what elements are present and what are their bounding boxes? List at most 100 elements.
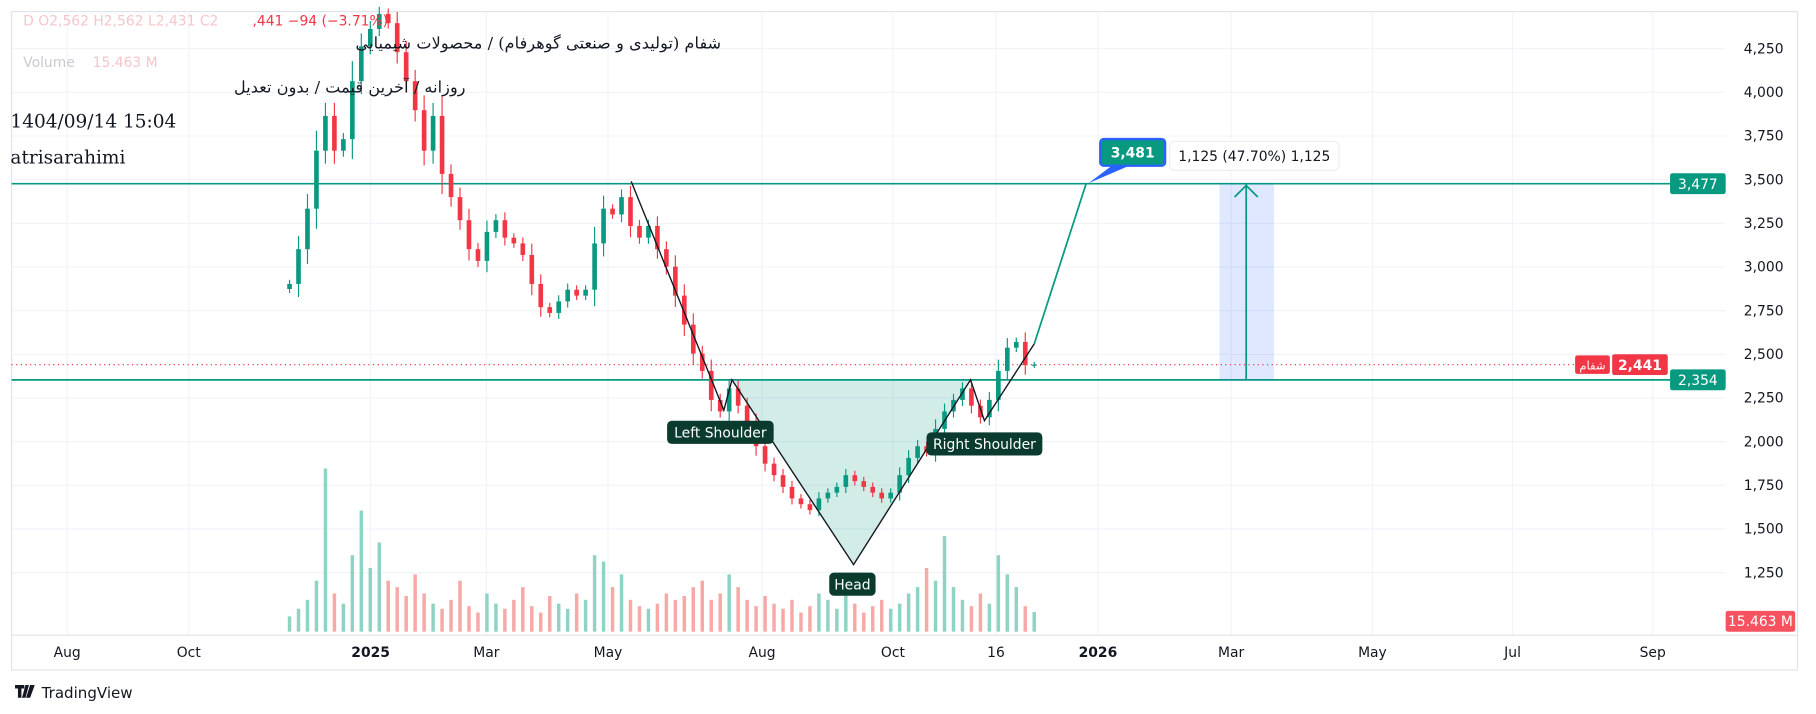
candle-body — [825, 492, 831, 499]
price-axis[interactable]: 4,250 4,000 3,750 3,500 3,250 3,000 2,750 2,500… — [1744, 41, 1784, 581]
volume-bar — [449, 599, 453, 632]
volume-bar — [691, 587, 696, 632]
price-line-label: 2,354 — [1678, 373, 1718, 389]
time-tick-label: 16 — [987, 645, 1005, 661]
volume-bar — [601, 561, 606, 632]
last-volume-badge — [1725, 610, 1796, 632]
candle-body — [744, 405, 750, 424]
volume-bar — [897, 603, 902, 632]
volume-bar — [314, 580, 319, 632]
candle-body — [699, 353, 705, 371]
candle-body — [798, 498, 804, 505]
candle-body — [682, 295, 687, 325]
volume-bar — [915, 587, 920, 632]
volume-bar — [682, 596, 687, 632]
volume-bar — [781, 608, 785, 632]
volume-bar — [718, 593, 722, 632]
candle-body — [726, 388, 732, 412]
candle-body — [592, 243, 597, 290]
head-shoulders-fill — [731, 379, 971, 565]
candle-body — [870, 486, 876, 493]
candle-body — [978, 405, 983, 418]
volume-bar — [359, 510, 364, 632]
volume-bar — [754, 606, 758, 632]
subtitle: روزانه / آخرین قیمت / بدون تعدیل — [234, 77, 466, 97]
candle-body — [493, 220, 499, 232]
price-change: ,441 −94 (−3.71%) — [252, 13, 388, 29]
volume-bar — [287, 616, 292, 632]
volume-bar — [906, 593, 911, 632]
head-area — [731, 379, 971, 565]
candle-body — [350, 81, 355, 140]
volume-bar — [942, 536, 947, 632]
price-range-measure[interactable]: 3,481 1,125 (47.70%) 1,125 — [1088, 137, 1340, 380]
horizontal-lines[interactable] — [11, 182, 1726, 381]
candle-body — [556, 301, 562, 313]
candle-body — [457, 197, 463, 221]
time-tick-label: May — [1358, 645, 1387, 661]
candle-body — [762, 446, 768, 464]
volume-bar — [826, 599, 830, 632]
candle-body — [376, 13, 382, 29]
target-callout — [1099, 137, 1167, 167]
candle-body — [690, 324, 696, 354]
candle-body — [843, 475, 849, 487]
candle-body — [412, 81, 418, 111]
last-price-label: 2,441 — [1618, 358, 1662, 374]
volume-bar — [844, 580, 848, 632]
volume-bar — [386, 580, 390, 632]
price-tick-label: 4,000 — [1744, 85, 1784, 101]
volume-bar — [1032, 611, 1036, 632]
measure-label-box — [1169, 140, 1340, 171]
volume-bar — [341, 603, 346, 632]
candle-body — [717, 399, 723, 412]
volume-bar — [763, 596, 767, 632]
price-tick-label: 1,750 — [1744, 478, 1784, 494]
volume-bar — [431, 603, 435, 632]
volume-bar — [610, 587, 615, 632]
measure-label: 1,125 (47.70%) 1,125 — [1178, 149, 1330, 165]
candle-body — [646, 225, 651, 238]
candle-body — [789, 486, 795, 499]
candle-body — [305, 208, 310, 250]
volume-bar — [700, 580, 705, 632]
volume-bar — [619, 574, 624, 632]
volume-bar — [467, 606, 471, 632]
volume-bar — [503, 608, 507, 632]
last-volume-label: 15.463 M — [1728, 614, 1793, 630]
time-tick-label: Oct — [177, 645, 202, 661]
chart-frame — [11, 11, 1799, 671]
candle-body — [960, 388, 965, 400]
candle-body — [484, 231, 490, 261]
candle-body — [897, 475, 902, 493]
volume-bar — [969, 606, 974, 632]
volume-bar — [879, 599, 884, 632]
volume-bar — [395, 587, 399, 632]
candle-body — [341, 139, 346, 151]
volume-bar — [539, 612, 543, 632]
candle-body — [421, 110, 427, 151]
right-shoulder-label: Right Shoulder — [933, 437, 1036, 453]
datetime: 1404/09/14 15:04 — [10, 111, 176, 132]
volume-bar — [556, 603, 561, 632]
head-shoulders-pattern[interactable]: Left Shoulder Head Right Shoulder — [630, 181, 1088, 596]
volume-bar — [960, 599, 965, 632]
candle-body — [708, 370, 714, 400]
volume-bar — [377, 542, 382, 632]
right-shoulder-label-box — [926, 432, 1043, 456]
volume-bar — [494, 603, 498, 632]
volume-bar — [637, 606, 642, 632]
candle-body — [359, 46, 364, 82]
volume-bar — [574, 593, 579, 632]
candle-body — [323, 115, 328, 151]
volume-bar — [862, 612, 866, 632]
tradingview-logo[interactable]: TradingView — [15, 684, 133, 702]
volume-bar — [745, 599, 749, 632]
volume-bar — [332, 593, 337, 632]
volume-bar — [583, 599, 588, 632]
candle-body — [852, 475, 858, 482]
time-axis[interactable]: Aug Oct 2025 Mar May Aug Oct 16 2026 Mar May Jul Sep — [54, 645, 1666, 661]
time-tick-label: 2025 — [351, 645, 390, 661]
price-tick-label: 2,000 — [1744, 434, 1784, 450]
